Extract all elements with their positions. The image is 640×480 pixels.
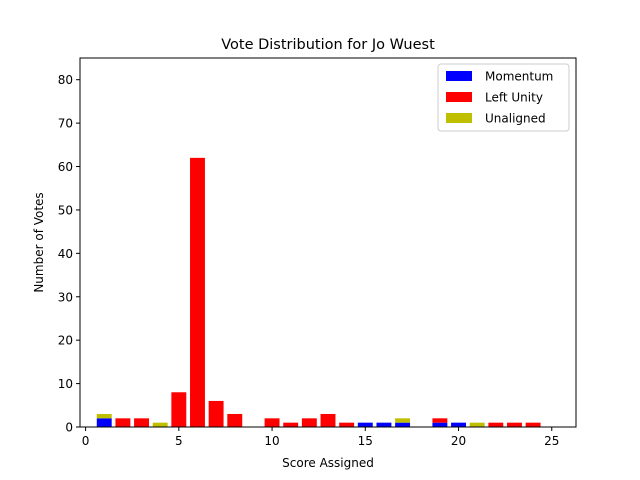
x-tick-label: 10 [264,434,279,448]
bar-momentum-score-16 [376,422,392,427]
x-tick-label: 15 [358,434,373,448]
bar-momentum-score-1 [96,418,112,427]
bar-left-unity-score-22 [488,422,504,427]
x-axis-ticks: 0 5 10 15 20 25 [82,427,559,448]
bar-left-unity-score-2 [115,418,131,427]
bar-unaligned-score-21 [469,422,485,427]
x-tick-label: 0 [82,434,90,448]
bar-left-unity-score-8 [227,413,243,427]
x-tick-label: 5 [175,434,183,448]
legend: Momentum Left Unity Unaligned [437,63,570,132]
legend-swatch-unaligned [446,113,472,123]
bar-unaligned-score-4 [152,422,168,427]
chart-title: Vote Distribution for Jo Wuest [221,37,435,53]
x-tick-label: 25 [544,434,559,448]
bars-layer [96,157,541,427]
bar-left-unity-score-11 [283,422,299,427]
y-axis-label: Number of Votes [32,192,46,292]
y-tick-label: 10 [58,377,73,391]
y-tick-label: 70 [58,117,73,131]
x-axis-label: Score Assigned [282,456,374,470]
legend-swatch-left-unity [446,92,472,102]
plot-frame [79,57,577,428]
legend-label-left-unity: Left Unity [485,91,543,105]
y-tick-label: 20 [58,334,73,348]
x-tick-label: 20 [451,434,466,448]
bar-left-unity-score-5 [171,392,187,427]
bar-unaligned-score-17 [395,418,411,423]
bar-momentum-score-19 [432,422,448,427]
bar-unaligned-score-1 [96,413,112,419]
bar-left-unity-score-13 [320,413,336,427]
legend-label-unaligned: Unaligned [485,112,546,126]
legend-label-momentum: Momentum [485,70,553,84]
bar-left-unity-score-24 [525,422,541,427]
bar-left-unity-score-10 [264,418,280,427]
y-tick-label: 50 [58,203,73,217]
bar-left-unity-score-12 [301,418,317,427]
bar-momentum-score-15 [357,422,373,427]
bar-left-unity-score-19 [432,418,448,423]
bar-momentum-score-17 [395,422,411,427]
y-axis-ticks: 0 10 20 30 40 50 60 70 80 [58,73,80,435]
bar-left-unity-score-3 [134,418,149,427]
bar-momentum-score-20 [451,422,466,427]
bar-left-unity-score-7 [208,400,224,427]
y-tick-label: 80 [58,73,73,87]
y-tick-label: 0 [65,421,73,435]
bar-left-unity-score-14 [339,422,355,427]
bar-left-unity-score-23 [507,422,522,427]
y-tick-label: 60 [58,160,73,174]
y-tick-label: 40 [58,247,73,261]
bar-left-unity-score-6 [190,157,205,427]
y-tick-label: 30 [58,290,73,304]
legend-swatch-momentum [446,71,472,81]
